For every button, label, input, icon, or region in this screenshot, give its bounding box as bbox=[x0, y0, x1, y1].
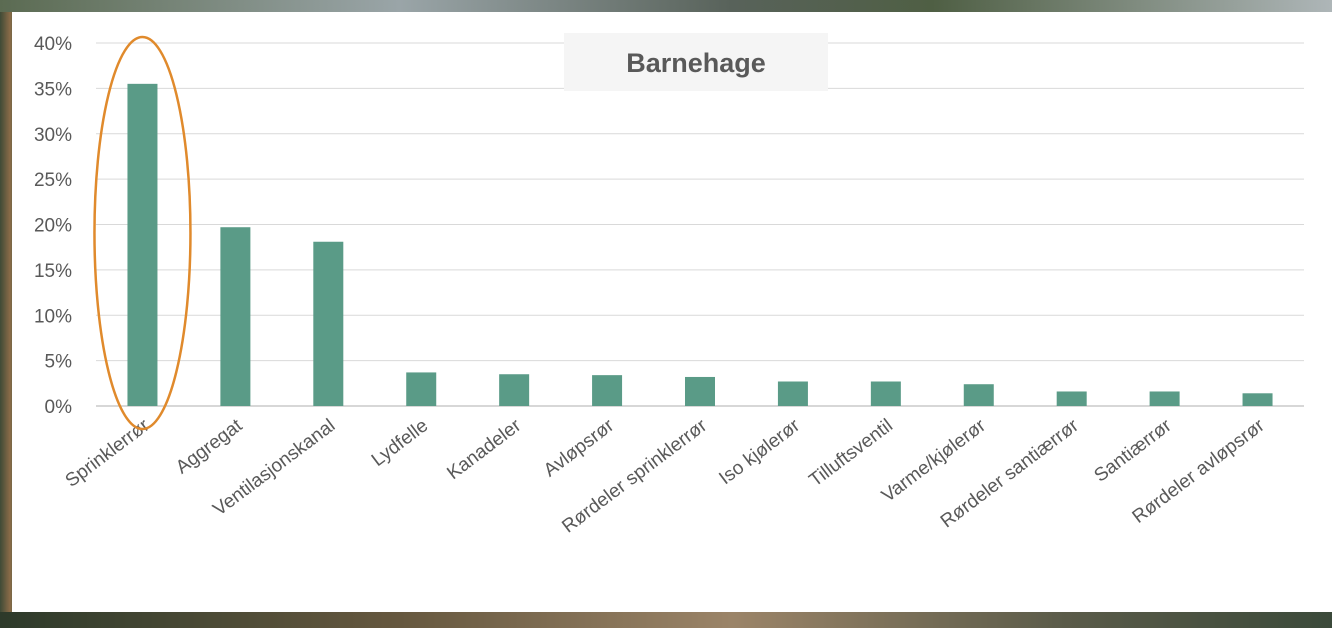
y-tick-label: 15% bbox=[34, 261, 72, 282]
bar bbox=[685, 376, 715, 406]
highlight-ellipse bbox=[93, 35, 192, 431]
chart-title-group: Barnehage bbox=[564, 33, 828, 91]
y-tick-label: 25% bbox=[34, 170, 72, 191]
bar bbox=[1056, 391, 1087, 406]
chart-title-box bbox=[564, 33, 828, 91]
x-tick-label: Iso kjølerør bbox=[715, 415, 804, 489]
bar bbox=[963, 384, 994, 406]
x-tick-label: Tilluftsventil bbox=[806, 415, 897, 491]
x-tick-label: Sprinklerrør bbox=[62, 415, 154, 492]
bar bbox=[1149, 391, 1180, 406]
bar bbox=[406, 372, 437, 406]
x-tick-label: Kanadeler bbox=[443, 415, 525, 484]
bar bbox=[220, 227, 251, 406]
y-tick-label: 10% bbox=[34, 306, 72, 327]
x-tick-label: Aggregat bbox=[172, 415, 247, 479]
y-tick-label: 20% bbox=[34, 216, 72, 237]
gridlines bbox=[96, 42, 1304, 407]
bars bbox=[127, 83, 1273, 407]
background-photo-top-strip bbox=[0, 0, 1332, 12]
y-tick-label: 30% bbox=[34, 125, 72, 146]
bar bbox=[127, 83, 158, 407]
x-tick-label: Avløpsrør bbox=[540, 415, 619, 482]
y-tick-label: 35% bbox=[34, 79, 72, 100]
x-tick-label: Santiærrør bbox=[1090, 415, 1176, 487]
bar bbox=[499, 374, 530, 406]
bar bbox=[313, 241, 344, 406]
bar bbox=[777, 381, 808, 406]
background-photo-bottom-strip bbox=[0, 612, 1332, 628]
bar bbox=[1242, 393, 1273, 406]
y-tick-label: 40% bbox=[34, 34, 72, 55]
bar bbox=[870, 381, 901, 406]
bar bbox=[592, 375, 623, 406]
y-axis-tick-labels: 0% 5% 10% 15% 20% 25% 30% 35% 40% bbox=[34, 34, 72, 418]
highlight-annotation bbox=[93, 35, 192, 431]
y-tick-label: 5% bbox=[45, 352, 73, 373]
chart-title: Barnehage bbox=[626, 48, 766, 78]
x-tick-label: Lydfelle bbox=[368, 415, 432, 471]
y-tick-label: 0% bbox=[45, 397, 73, 418]
